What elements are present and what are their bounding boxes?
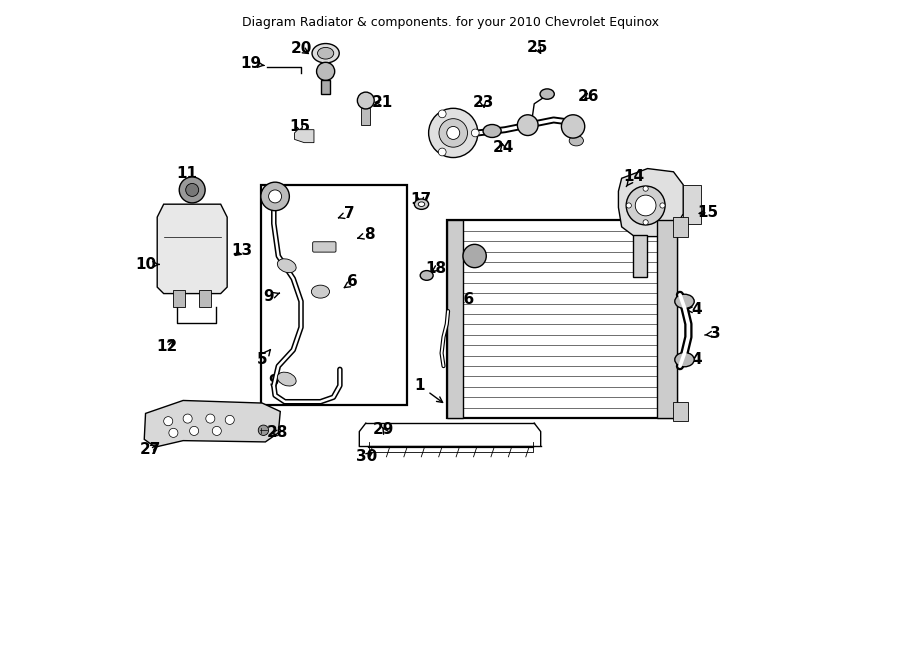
Polygon shape: [618, 169, 683, 237]
Ellipse shape: [420, 270, 433, 280]
Bar: [261, 184, 407, 405]
Text: 21: 21: [372, 95, 392, 110]
Text: 18: 18: [425, 262, 446, 276]
Circle shape: [179, 177, 205, 203]
Text: 19: 19: [240, 56, 264, 71]
Polygon shape: [144, 401, 280, 447]
Text: 9: 9: [264, 290, 280, 304]
Ellipse shape: [312, 44, 339, 63]
Text: 1: 1: [414, 378, 443, 403]
Text: 28: 28: [267, 425, 288, 440]
Circle shape: [518, 115, 538, 136]
Bar: [673, 402, 688, 421]
Text: 8: 8: [358, 227, 374, 242]
Ellipse shape: [418, 202, 425, 206]
Text: 9: 9: [268, 373, 285, 389]
Circle shape: [438, 110, 446, 118]
Bar: [683, 184, 701, 223]
Bar: [174, 290, 185, 307]
Text: 20: 20: [291, 41, 311, 56]
Circle shape: [225, 415, 234, 424]
Text: 12: 12: [157, 339, 177, 354]
Text: 24: 24: [492, 140, 514, 155]
Ellipse shape: [277, 372, 296, 386]
Circle shape: [438, 148, 446, 156]
Ellipse shape: [318, 48, 334, 59]
Bar: [657, 220, 677, 418]
Text: 7: 7: [338, 206, 355, 221]
Bar: [199, 290, 211, 307]
Text: 22: 22: [431, 124, 453, 139]
Text: 23: 23: [472, 95, 494, 110]
Circle shape: [164, 416, 173, 426]
Circle shape: [169, 428, 178, 438]
Circle shape: [463, 245, 486, 268]
Ellipse shape: [675, 352, 694, 367]
Text: 26: 26: [578, 89, 599, 104]
Ellipse shape: [414, 199, 428, 210]
Polygon shape: [158, 204, 227, 293]
Bar: [321, 80, 330, 94]
Text: 2: 2: [448, 298, 459, 313]
Ellipse shape: [277, 259, 296, 272]
Text: 13: 13: [231, 243, 252, 258]
Text: 3: 3: [705, 327, 721, 341]
Circle shape: [268, 190, 282, 203]
Text: 5: 5: [256, 350, 271, 367]
Circle shape: [357, 92, 374, 109]
Text: 11: 11: [176, 166, 197, 183]
Bar: [673, 217, 688, 237]
Ellipse shape: [675, 294, 694, 309]
Circle shape: [212, 426, 221, 436]
Bar: [446, 220, 463, 418]
Circle shape: [317, 62, 335, 81]
Text: 25: 25: [526, 40, 548, 55]
Circle shape: [190, 426, 199, 436]
FancyBboxPatch shape: [312, 242, 336, 252]
Circle shape: [660, 203, 665, 208]
Text: 16: 16: [453, 292, 474, 307]
Ellipse shape: [569, 136, 583, 146]
Text: 4: 4: [685, 302, 701, 317]
Ellipse shape: [311, 285, 329, 298]
Text: 14: 14: [624, 169, 644, 186]
Bar: [446, 220, 677, 418]
Circle shape: [446, 126, 460, 139]
Circle shape: [185, 184, 199, 196]
Text: Diagram Radiator & components. for your 2010 Chevrolet Equinox: Diagram Radiator & components. for your …: [241, 17, 659, 29]
Circle shape: [428, 108, 478, 157]
Text: 15: 15: [289, 119, 310, 134]
Text: 30: 30: [356, 449, 378, 463]
Circle shape: [258, 425, 268, 436]
Circle shape: [472, 129, 479, 137]
Circle shape: [261, 182, 290, 211]
Circle shape: [643, 219, 648, 225]
Text: 15: 15: [698, 205, 718, 220]
Circle shape: [439, 119, 467, 147]
Circle shape: [626, 203, 632, 208]
Text: 4: 4: [685, 352, 701, 367]
Text: 17: 17: [410, 192, 431, 206]
Circle shape: [562, 115, 585, 138]
Bar: [633, 235, 647, 278]
Ellipse shape: [483, 124, 501, 137]
Bar: [361, 108, 370, 124]
Ellipse shape: [540, 89, 554, 99]
Text: 27: 27: [140, 442, 161, 457]
Circle shape: [626, 186, 665, 225]
Text: 29: 29: [374, 422, 394, 437]
Circle shape: [635, 195, 656, 216]
Text: 6: 6: [344, 274, 358, 290]
Polygon shape: [294, 130, 314, 143]
Text: 10: 10: [135, 257, 159, 272]
Circle shape: [183, 414, 193, 423]
Circle shape: [206, 414, 215, 423]
Circle shape: [643, 186, 648, 191]
